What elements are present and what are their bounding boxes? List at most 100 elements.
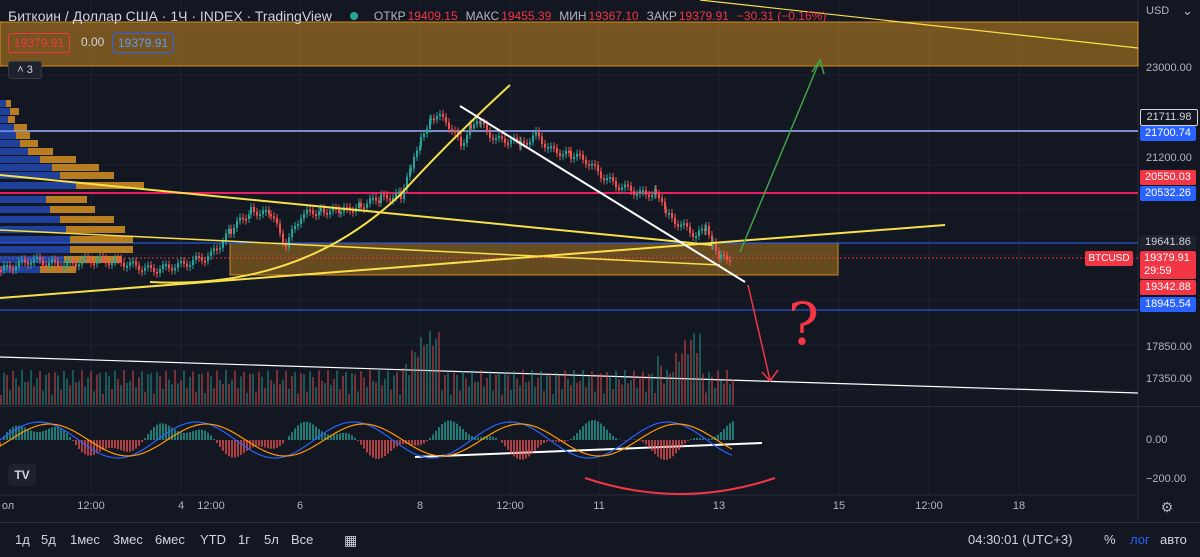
buy-button[interactable]: 19379.91: [112, 33, 175, 53]
low-label: МИН: [559, 9, 587, 23]
candle: [282, 233, 284, 243]
sell-button[interactable]: 19379.91: [8, 33, 71, 53]
candle: [326, 212, 328, 215]
range-all[interactable]: Все: [291, 532, 314, 547]
candle: [416, 150, 418, 158]
volume-bar: [633, 370, 635, 405]
macd-histogram-bar: [24, 427, 26, 440]
candle: [45, 265, 47, 268]
currency-label[interactable]: USD: [1146, 5, 1170, 17]
volume-profile-bar: [16, 132, 30, 139]
volume-bar: [690, 340, 692, 405]
macd-histogram-bar: [711, 438, 713, 440]
macd-histogram-bar: [477, 437, 479, 440]
candle: [129, 262, 131, 266]
macd-histogram-bar: [66, 433, 68, 440]
range-5y[interactable]: 5л: [264, 532, 279, 547]
macd-histogram-bar: [615, 438, 617, 440]
scroll-to-realtime-button[interactable]: ⚙: [1160, 499, 1174, 515]
macd-histogram-bar: [390, 440, 392, 451]
range-1m[interactable]: 1мес: [70, 532, 100, 547]
macd-histogram-bar: [456, 423, 458, 440]
volume-bar: [480, 370, 482, 405]
volume-bar: [648, 373, 650, 405]
macd-histogram-bar: [357, 440, 359, 441]
candle: [600, 171, 602, 179]
macd-histogram-bar: [558, 440, 560, 442]
macd-histogram-bar: [414, 440, 416, 446]
macd-histogram-bar: [306, 421, 308, 440]
candle: [538, 131, 540, 137]
volume-bar: [276, 370, 278, 405]
macd-histogram-bar: [63, 430, 65, 440]
candle: [492, 137, 494, 140]
close-label: ЗАКР: [646, 9, 677, 23]
macd-histogram-bar: [471, 435, 473, 440]
volume-bar: [273, 383, 275, 405]
candle: [177, 262, 179, 268]
macd-histogram-bar: [162, 423, 164, 440]
macd-histogram-bar: [399, 440, 401, 445]
volume-bar: [468, 385, 470, 405]
log-toggle[interactable]: лог: [1130, 532, 1150, 547]
candle: [162, 264, 164, 269]
volume-bar: [477, 381, 479, 405]
volume-bar: [45, 374, 47, 405]
candle: [273, 216, 275, 219]
auto-toggle[interactable]: авто: [1160, 532, 1187, 547]
macd-histogram-bar: [264, 440, 266, 448]
macd-histogram-bar: [333, 434, 335, 440]
macd-histogram-bar: [507, 440, 509, 450]
candle: [332, 207, 334, 212]
candle: [470, 124, 472, 129]
macd-label-m200: −200.00: [1146, 473, 1187, 485]
candle: [544, 143, 546, 148]
volume-bar: [123, 370, 125, 405]
candle: [609, 177, 611, 180]
candle: [329, 211, 331, 215]
indicators-collapse-button[interactable]: ˄ 3: [8, 61, 42, 79]
volume-bar: [93, 391, 95, 405]
macd-histogram-bar: [315, 426, 317, 440]
range-1y[interactable]: 1г: [238, 532, 250, 547]
symbol-title[interactable]: Биткоин / Доллар США · 1Ч · INDEX · Trad…: [8, 8, 332, 24]
volume-bar: [279, 384, 281, 405]
macd-histogram-bar: [336, 434, 338, 440]
candle: [366, 203, 368, 208]
volume-bar: [258, 371, 260, 405]
percent-toggle[interactable]: %: [1104, 532, 1116, 547]
candle: [439, 114, 441, 117]
candle: [380, 194, 382, 203]
volume-bar: [486, 377, 488, 405]
pane-separator[interactable]: [0, 406, 1200, 407]
candle: [245, 218, 247, 221]
range-ytd[interactable]: YTD: [200, 532, 226, 547]
candle: [294, 225, 296, 230]
range-1d[interactable]: 1д: [15, 532, 30, 547]
date-range-icon[interactable]: ▦: [344, 532, 358, 548]
candle: [138, 265, 140, 271]
candle: [90, 259, 92, 264]
clock[interactable]: 04:30:01 (UTC+3): [968, 532, 1073, 547]
macd-histogram-bar: [426, 440, 428, 442]
open-label: ОТКР: [373, 9, 406, 23]
range-5d[interactable]: 5д: [41, 532, 56, 547]
volume-bar: [666, 369, 668, 405]
macd-histogram-bar: [687, 440, 689, 441]
candle: [603, 178, 605, 181]
candle: [535, 131, 537, 136]
range-6m[interactable]: 6мес: [155, 532, 185, 547]
candle: [454, 130, 456, 133]
volume-bar: [663, 383, 665, 405]
candle: [392, 197, 394, 201]
settings-icon[interactable]: ⌄: [1182, 3, 1193, 18]
volume-profile-bar: [20, 140, 38, 147]
candle: [568, 150, 570, 153]
candle: [372, 197, 374, 200]
candle: [726, 255, 728, 260]
range-3m[interactable]: 3мес: [113, 532, 143, 547]
candle: [312, 210, 314, 215]
candle: [309, 209, 311, 212]
